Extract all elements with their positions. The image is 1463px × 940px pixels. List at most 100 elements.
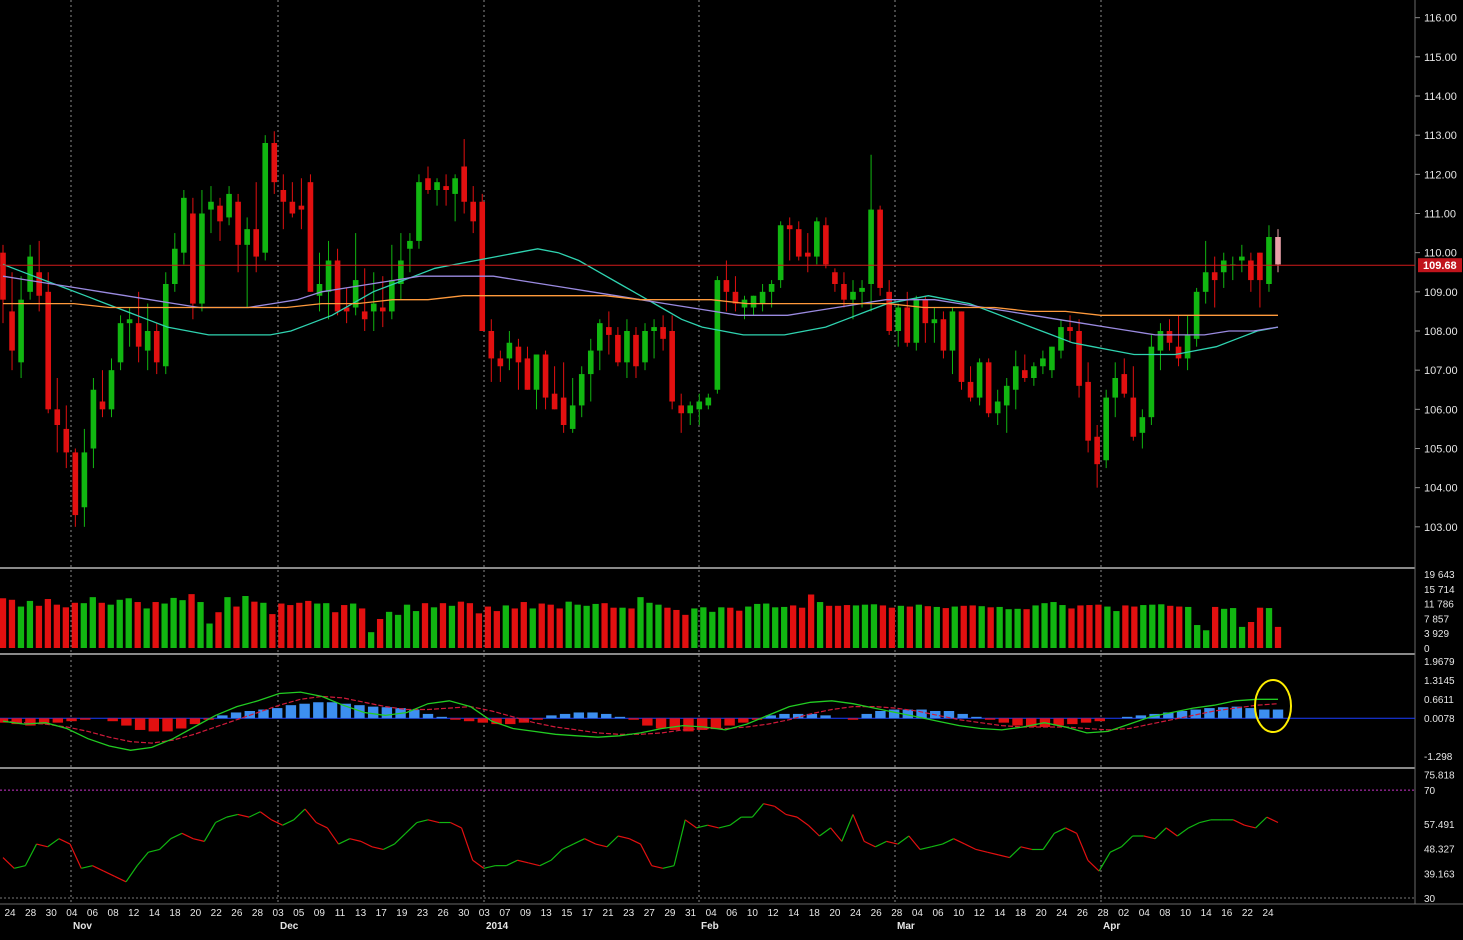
macd-histogram-bar	[162, 718, 173, 732]
macd-histogram-bar	[450, 718, 461, 720]
rsi-segment	[1076, 833, 1089, 861]
rsi-segment	[517, 859, 529, 864]
rsi-segment	[662, 865, 675, 869]
rsi-segment	[326, 827, 340, 845]
volume-bar	[71, 602, 78, 648]
rsi-segment	[1188, 821, 1200, 829]
volume-bar	[1059, 605, 1066, 648]
macd-tick-label: -1.298	[1424, 752, 1453, 763]
volume-bar	[1212, 606, 1219, 648]
macd-histogram-bar	[505, 718, 516, 725]
volume-bar	[574, 604, 581, 648]
volume-bar	[772, 607, 779, 648]
rsi-segment	[315, 821, 328, 829]
candle-body	[199, 213, 205, 304]
date-tick-label: 09	[520, 908, 532, 919]
candle-body	[804, 252, 811, 257]
macd-histogram-bar	[258, 709, 269, 719]
volume-bar	[547, 604, 554, 648]
candle-body	[660, 327, 666, 339]
price-tick-label: 107.00	[1424, 365, 1458, 377]
volume-bar	[376, 618, 384, 648]
macd-histogram-bar	[1163, 712, 1174, 719]
volume-bar	[1050, 602, 1057, 648]
macd-histogram-bar	[285, 705, 297, 719]
candle-body	[922, 299, 929, 324]
rsi-segment	[931, 843, 943, 848]
highlight-circle	[1254, 679, 1292, 733]
rsi-segment	[852, 814, 865, 842]
macd-histogram-bar	[806, 713, 818, 719]
date-tick-label: 31	[685, 908, 697, 919]
macd-histogram-bar	[436, 716, 447, 719]
date-tick-label: 02	[1118, 908, 1130, 919]
volume-bar	[1113, 611, 1120, 648]
candle-body	[940, 319, 947, 351]
date-tick-label: 09	[314, 908, 326, 919]
date-tick-label: 16	[1221, 908, 1233, 919]
candle-body	[823, 225, 829, 265]
date-tick-label: 22	[1242, 908, 1254, 919]
candle-body	[434, 182, 440, 190]
rsi-segment	[1199, 819, 1212, 824]
date-tick-label: 17	[376, 908, 388, 919]
candle-body	[976, 362, 983, 398]
rsi-segment	[58, 838, 71, 845]
rsi-segment	[1042, 832, 1055, 850]
candle-body	[452, 178, 458, 194]
volume-bar	[367, 632, 375, 648]
date-tick-label: 13	[355, 908, 367, 919]
macd-histogram-bar	[1053, 718, 1064, 726]
rsi-segment	[405, 822, 418, 834]
volume-bar	[1149, 604, 1156, 648]
candle-body	[1166, 331, 1173, 343]
rsi-segment	[561, 843, 574, 851]
macd-histogram-bar	[1135, 715, 1147, 719]
price-tick-label: 108.00	[1424, 326, 1458, 338]
macd-histogram-bar	[751, 718, 763, 720]
volume-bar	[1122, 605, 1129, 648]
rsi-segment	[192, 838, 205, 842]
date-tick-label: 26	[871, 908, 883, 919]
macd-histogram-bar	[628, 718, 639, 720]
macd-histogram-bar	[1217, 707, 1229, 719]
volume-bar	[251, 601, 258, 648]
volume-bar	[439, 603, 447, 648]
volume-bar	[197, 602, 204, 648]
candle-body	[99, 401, 106, 410]
macd-histogram-bar	[683, 718, 694, 732]
date-tick-label: 19	[396, 908, 408, 919]
volume-bar	[978, 606, 985, 648]
price-tick-label: 115.00	[1424, 52, 1457, 64]
candle-body	[1049, 346, 1055, 371]
volume-bar	[628, 608, 635, 648]
macd-histogram-bar	[559, 713, 571, 719]
rsi-segment	[371, 846, 384, 851]
volume-bar	[816, 602, 824, 648]
volume-bar	[987, 607, 994, 648]
volume-bar	[1023, 609, 1030, 648]
volume-bar	[520, 602, 527, 648]
moving-average-line-3	[3, 295, 1278, 316]
candle-body	[967, 381, 974, 398]
candle-body	[280, 190, 287, 202]
candle-body	[9, 311, 15, 351]
candle-body	[606, 327, 612, 335]
volume-bar	[107, 604, 114, 648]
rsi-segment	[684, 819, 697, 829]
macd-histogram-bar	[518, 718, 530, 723]
rsi-segment	[293, 808, 306, 821]
candle-body	[0, 252, 6, 300]
candle-body	[841, 284, 847, 300]
rsi-segment	[450, 821, 462, 829]
volume-bar	[350, 603, 357, 648]
macd-histogram-bar	[189, 718, 201, 725]
price-tick-label: 113.00	[1424, 130, 1457, 142]
macd-histogram-bar	[1176, 711, 1188, 719]
volume-bar	[305, 600, 312, 648]
date-tick-label: 26	[438, 908, 450, 919]
rsi-segment	[774, 805, 787, 815]
volume-bar	[1140, 605, 1147, 648]
